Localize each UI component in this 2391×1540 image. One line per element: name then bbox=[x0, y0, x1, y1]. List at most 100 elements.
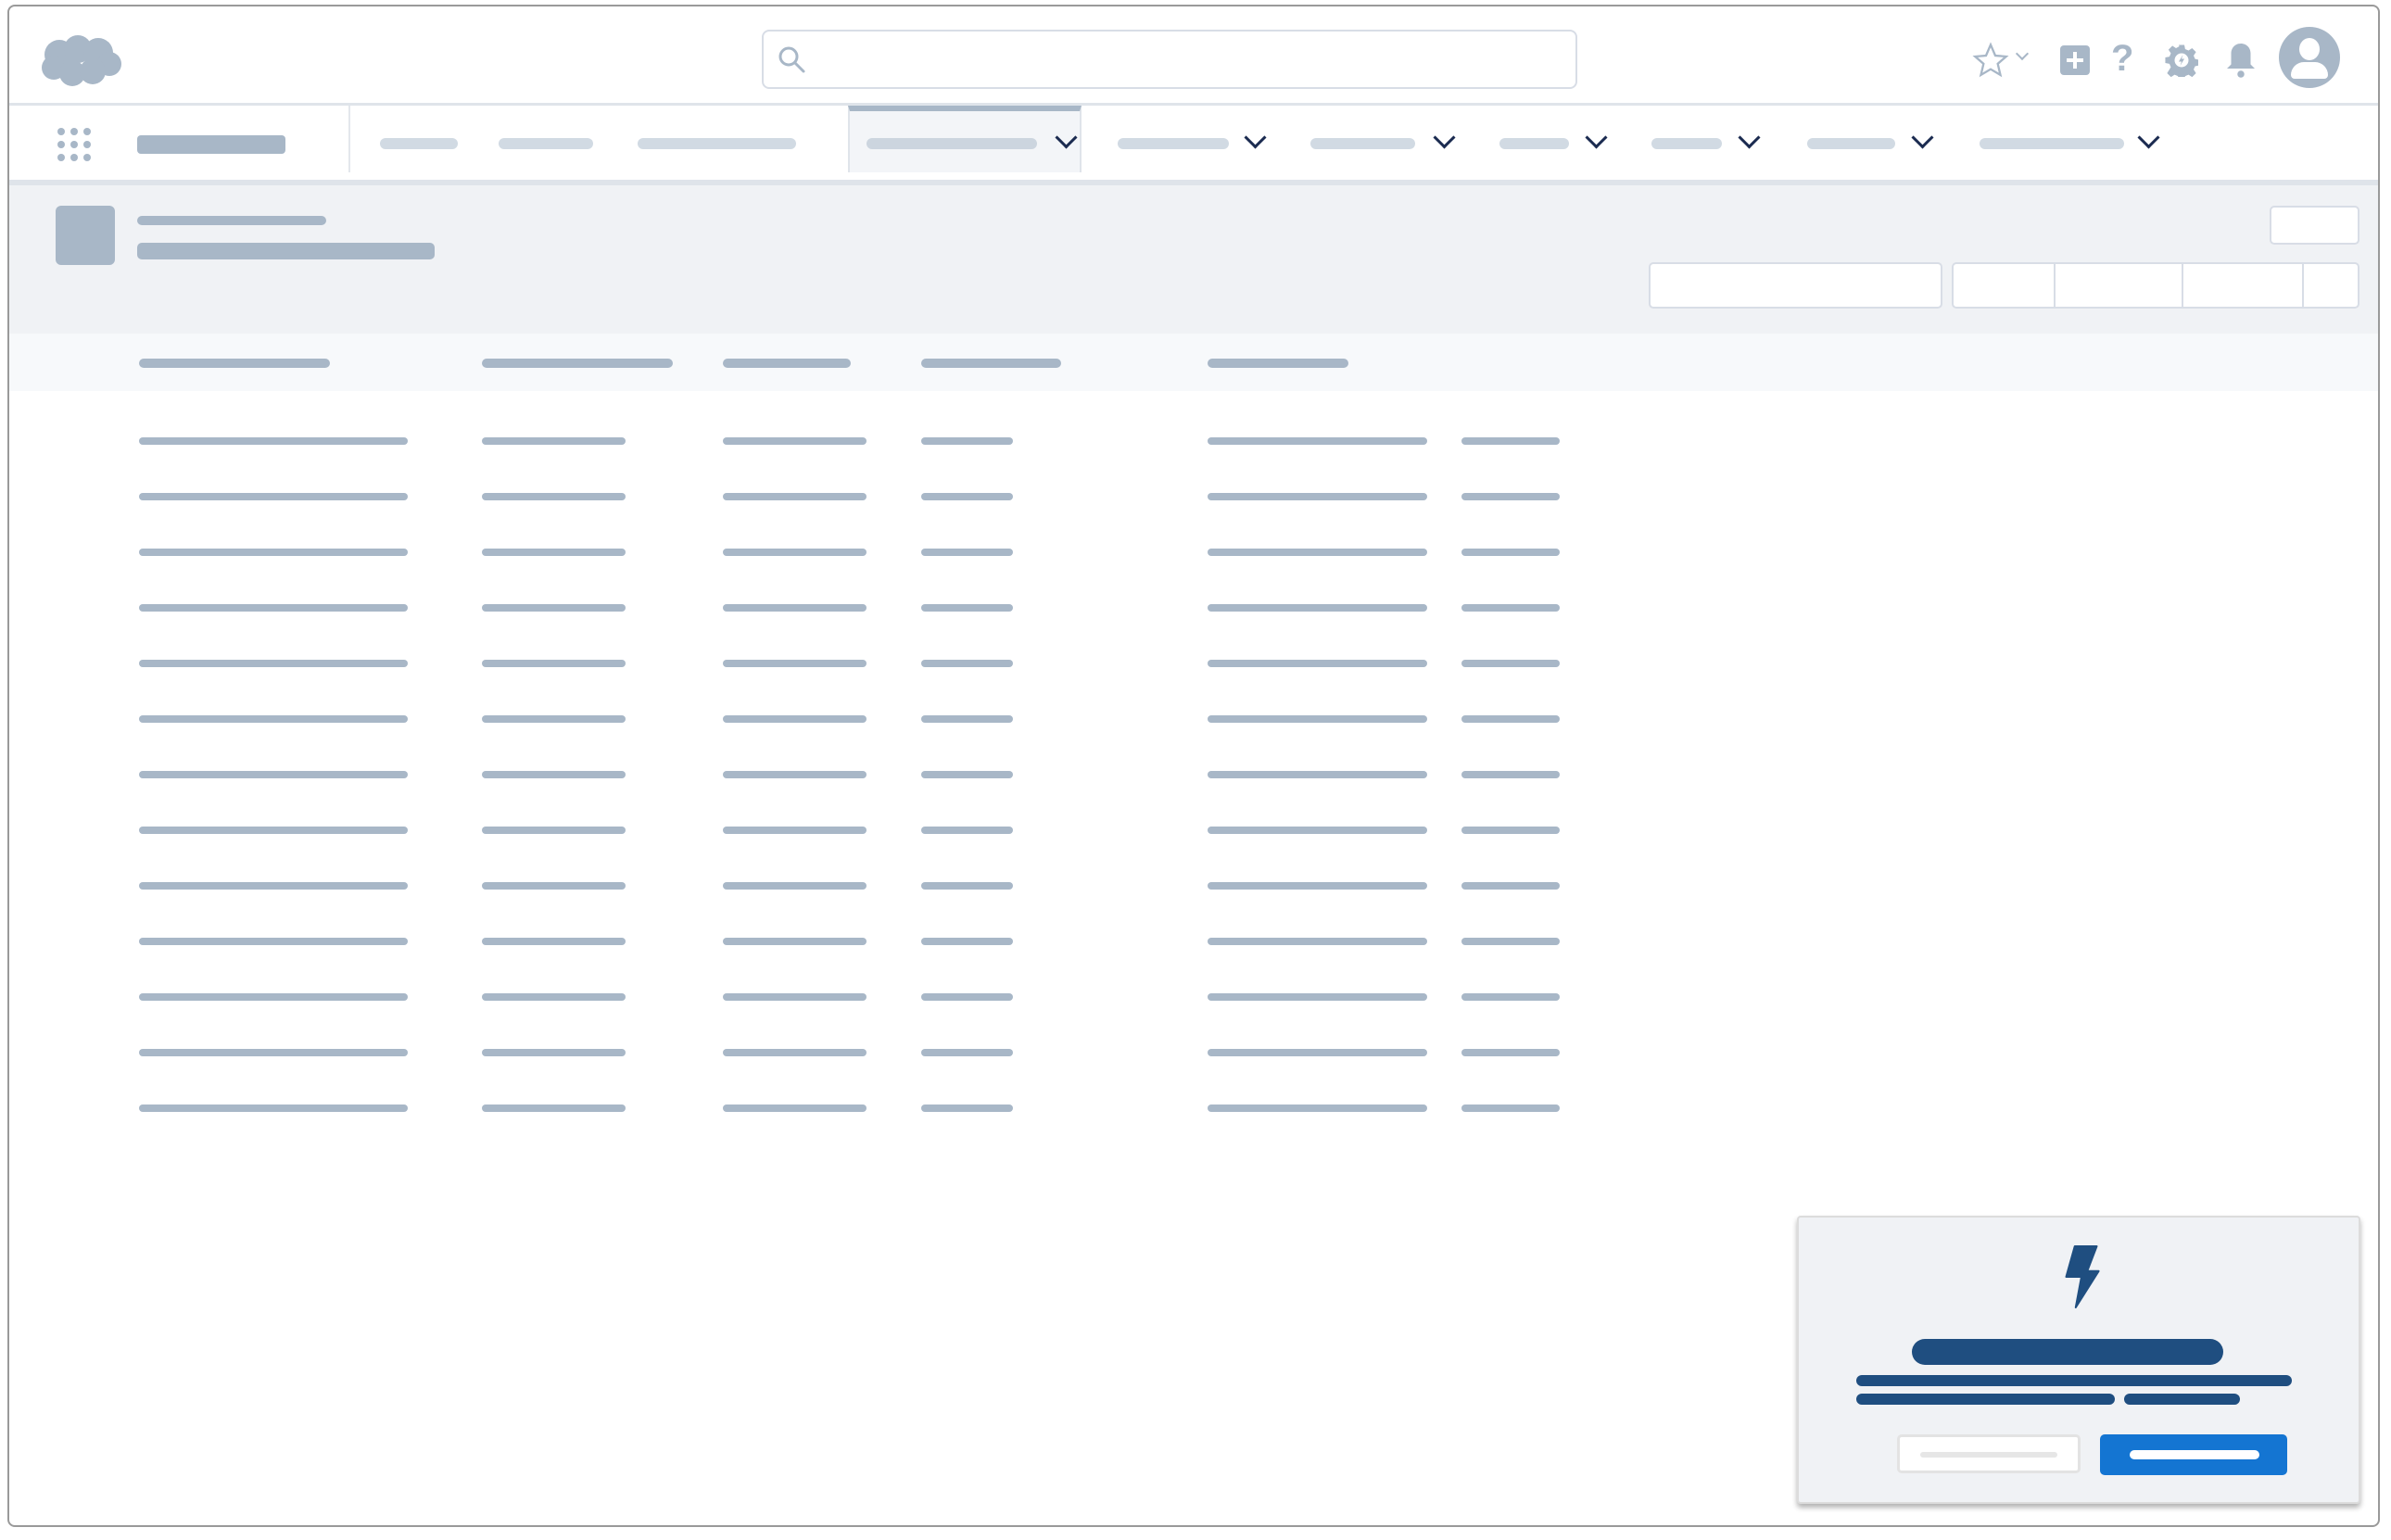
table-row[interactable] bbox=[9, 558, 2378, 613]
table-cell-5 bbox=[1208, 827, 1427, 834]
table-cell-3 bbox=[723, 1049, 867, 1056]
table-cell-3 bbox=[723, 437, 867, 445]
nav-tab-8[interactable] bbox=[1651, 138, 1722, 149]
chevron-down-icon[interactable] bbox=[1055, 126, 1078, 149]
prompt-title bbox=[1912, 1339, 2223, 1365]
table-cell-4 bbox=[921, 1049, 1013, 1056]
table-cell-3 bbox=[723, 660, 867, 667]
refresh-button[interactable] bbox=[2183, 264, 2304, 307]
new-button[interactable] bbox=[2270, 206, 2359, 245]
table-cell-4 bbox=[921, 493, 1013, 500]
table-cell-1 bbox=[139, 938, 408, 945]
table-cell-2 bbox=[482, 938, 626, 945]
star-favorites-icon[interactable] bbox=[1972, 42, 2009, 79]
table-cell-1 bbox=[139, 1049, 408, 1056]
table-row[interactable] bbox=[9, 502, 2378, 558]
table-row[interactable] bbox=[9, 947, 2378, 1003]
table-cell-5 bbox=[1208, 437, 1427, 445]
primary-action-button[interactable] bbox=[2100, 1434, 2287, 1475]
table-row[interactable] bbox=[9, 725, 2378, 780]
chevron-down-icon[interactable] bbox=[1585, 126, 1608, 149]
table-cell-1 bbox=[139, 549, 408, 556]
setup-gear-icon[interactable] bbox=[2165, 44, 2198, 77]
table-cell-2 bbox=[482, 771, 626, 778]
table-row[interactable] bbox=[9, 836, 2378, 891]
table-row[interactable] bbox=[9, 891, 2378, 947]
salesforce-logo-icon bbox=[42, 35, 121, 86]
global-search-input[interactable] bbox=[762, 30, 1577, 89]
table-row[interactable] bbox=[9, 669, 2378, 725]
app-launcher-grid-icon[interactable] bbox=[56, 126, 93, 163]
column-header-3[interactable] bbox=[723, 359, 851, 368]
table-cell-5 bbox=[1208, 938, 1427, 945]
notifications-bell-icon[interactable] bbox=[2224, 42, 2258, 79]
user-avatar[interactable] bbox=[2279, 27, 2340, 88]
chevron-down-icon[interactable] bbox=[1911, 126, 1934, 149]
table-cell-1 bbox=[139, 882, 408, 890]
table-cell-3 bbox=[723, 993, 867, 1001]
table-cell-6 bbox=[1461, 827, 1560, 834]
nav-tab-2[interactable] bbox=[499, 138, 593, 149]
table-cell-1 bbox=[139, 660, 408, 667]
table-cell-2 bbox=[482, 493, 626, 500]
table-cell-5 bbox=[1208, 493, 1427, 500]
table-cell-5 bbox=[1208, 604, 1427, 612]
add-icon[interactable] bbox=[2060, 45, 2090, 75]
table-cell-3 bbox=[723, 493, 867, 500]
nav-tab-3[interactable] bbox=[638, 138, 796, 149]
table-row[interactable] bbox=[9, 1058, 2378, 1114]
table-cell-2 bbox=[482, 604, 626, 612]
chevron-down-icon[interactable] bbox=[2137, 126, 2160, 149]
chevron-down-icon[interactable] bbox=[1244, 126, 1267, 149]
table-row[interactable] bbox=[9, 613, 2378, 669]
help-icon[interactable]: ? bbox=[2111, 38, 2134, 79]
table-cell-2 bbox=[482, 993, 626, 1001]
table-cell-6 bbox=[1461, 771, 1560, 778]
prompt-body-line-2a bbox=[1856, 1394, 2115, 1405]
filter-button[interactable] bbox=[2304, 264, 2358, 307]
table-row[interactable] bbox=[9, 1003, 2378, 1058]
table-row[interactable] bbox=[9, 780, 2378, 836]
table-cell-4 bbox=[921, 882, 1013, 890]
dismiss-button[interactable] bbox=[1897, 1434, 2081, 1473]
navigation-bar bbox=[9, 106, 2378, 185]
chevron-down-icon[interactable] bbox=[1433, 126, 1456, 149]
table-cell-3 bbox=[723, 604, 867, 612]
table-cell-6 bbox=[1461, 549, 1560, 556]
table-row[interactable] bbox=[9, 391, 2378, 447]
nav-divider bbox=[348, 106, 350, 172]
nav-tab-5[interactable] bbox=[1118, 138, 1229, 149]
settings-button[interactable] bbox=[1954, 264, 2056, 307]
list-view-title[interactable] bbox=[137, 243, 435, 259]
column-header-5[interactable] bbox=[1208, 359, 1348, 368]
nav-tab-6[interactable] bbox=[1310, 138, 1415, 149]
object-icon bbox=[56, 206, 115, 265]
table-cell-6 bbox=[1461, 604, 1560, 612]
table-cell-5 bbox=[1208, 715, 1427, 723]
lightning-prompt-card bbox=[1797, 1216, 2360, 1504]
table-cell-5 bbox=[1208, 771, 1427, 778]
nav-tab-1[interactable] bbox=[380, 138, 458, 149]
table-cell-5 bbox=[1208, 882, 1427, 890]
table-cell-6 bbox=[1461, 1049, 1560, 1056]
table-row[interactable] bbox=[9, 447, 2378, 502]
list-search-input[interactable] bbox=[1649, 262, 1942, 309]
table-cell-6 bbox=[1461, 493, 1560, 500]
nav-tab-9[interactable] bbox=[1807, 138, 1895, 149]
column-header-1[interactable] bbox=[139, 359, 330, 368]
favorites-chevron-down-icon[interactable] bbox=[2015, 46, 2030, 61]
chevron-down-icon[interactable] bbox=[1738, 126, 1761, 149]
display-button[interactable] bbox=[2056, 264, 2183, 307]
table-cell-3 bbox=[723, 715, 867, 723]
table-cell-2 bbox=[482, 549, 626, 556]
column-header-2[interactable] bbox=[482, 359, 673, 368]
table-cell-3 bbox=[723, 771, 867, 778]
nav-tab-active[interactable] bbox=[848, 106, 1082, 172]
table-cell-6 bbox=[1461, 437, 1560, 445]
app-window: ? bbox=[7, 5, 2380, 1527]
table-cell-4 bbox=[921, 549, 1013, 556]
table-cell-6 bbox=[1461, 715, 1560, 723]
nav-tab-7[interactable] bbox=[1499, 138, 1569, 149]
nav-tab-10[interactable] bbox=[1980, 138, 2124, 149]
column-header-4[interactable] bbox=[921, 359, 1061, 368]
